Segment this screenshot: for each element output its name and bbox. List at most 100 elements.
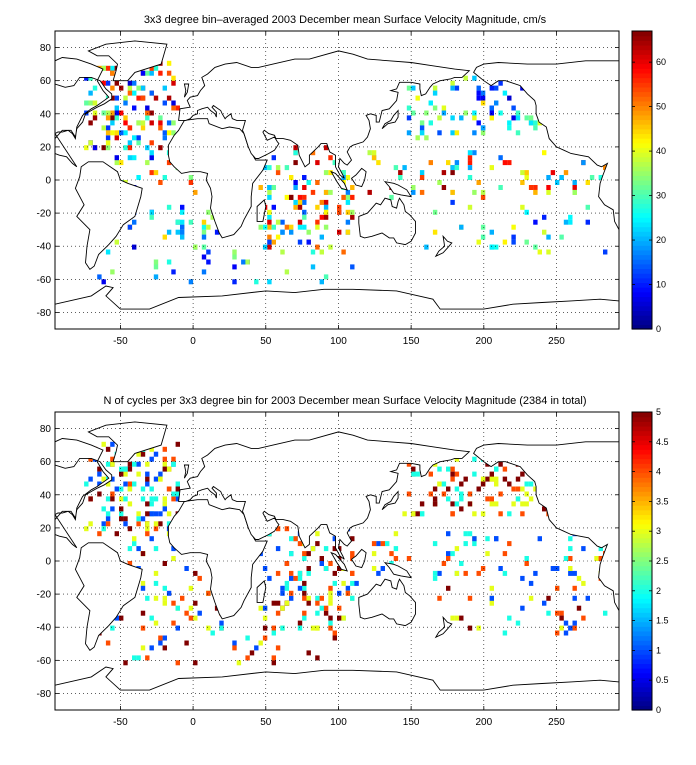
data-cell — [459, 115, 464, 121]
data-cell — [197, 575, 202, 581]
data-cell — [319, 595, 324, 601]
data-cell — [140, 625, 146, 631]
data-cell — [441, 110, 447, 116]
data-cell — [149, 496, 154, 502]
data-cell — [315, 160, 320, 166]
data-cell — [594, 556, 599, 561]
data-cell — [415, 95, 420, 101]
data-cell — [188, 219, 194, 225]
data-cell — [380, 566, 385, 571]
data-cell — [293, 199, 298, 205]
data-cell — [284, 194, 290, 200]
data-cell — [110, 115, 115, 121]
data-cell — [315, 625, 320, 631]
data-cell — [511, 239, 516, 245]
data-cell — [489, 501, 494, 507]
data-cell — [293, 145, 298, 151]
data-cell — [132, 155, 137, 161]
data-cell — [563, 620, 569, 626]
colorbar-swatch — [632, 542, 652, 548]
data-cell — [511, 105, 516, 111]
data-cell — [315, 541, 320, 547]
data-cell — [507, 541, 512, 547]
data-cell — [489, 115, 494, 121]
data-cell — [97, 471, 102, 477]
data-cell — [310, 150, 316, 156]
data-cell — [127, 561, 133, 566]
data-cell — [297, 219, 303, 225]
data-cell — [310, 249, 316, 255]
data-cell — [406, 556, 412, 561]
data-cell — [262, 605, 268, 611]
data-cell — [92, 115, 98, 121]
colorbar-swatch — [632, 180, 652, 186]
data-cell — [153, 95, 159, 101]
data-cell — [280, 249, 285, 255]
data-cell — [310, 189, 316, 195]
data-cell — [337, 209, 342, 215]
data-cell — [581, 580, 586, 586]
coastline — [434, 615, 453, 639]
data-cell — [136, 135, 141, 141]
data-cell — [489, 595, 494, 601]
data-cell — [149, 65, 154, 71]
y-tick-label: -60 — [37, 656, 52, 667]
data-cell — [149, 486, 154, 492]
data-cell — [297, 575, 303, 581]
data-cell — [402, 165, 407, 171]
data-cell — [319, 556, 324, 561]
colorbar-swatch — [632, 523, 652, 530]
data-cell — [515, 620, 521, 626]
data-cell — [162, 446, 167, 452]
data-cell — [258, 605, 263, 611]
data-cell — [463, 531, 468, 537]
data-cell — [201, 219, 207, 225]
colorbar-swatch — [632, 189, 652, 195]
y-axis: 80 60 40 20 0 -20 -40 -60 -80 — [37, 424, 619, 700]
data-cell — [132, 219, 137, 225]
colorbar-swatch — [632, 175, 652, 181]
data-cell — [585, 595, 590, 601]
data-cell — [114, 115, 119, 121]
data-cell — [123, 466, 128, 472]
data-cell — [197, 610, 202, 616]
data-cell — [88, 75, 93, 81]
x-axis: -50 0 50 100 150 200 250 — [113, 412, 565, 728]
colorbar-swatch — [632, 602, 652, 609]
colorbar-swatch — [632, 477, 652, 483]
data-cell — [158, 145, 163, 151]
data-cell — [328, 585, 333, 591]
colorbar-swatch — [632, 612, 652, 618]
data-cell — [101, 110, 106, 116]
data-cell — [476, 95, 481, 101]
data-cell — [166, 466, 172, 472]
data-cell — [136, 516, 141, 522]
data-cell — [371, 155, 377, 161]
data-cell — [184, 640, 189, 646]
data-cell — [105, 115, 111, 121]
data-cell — [193, 615, 198, 621]
colorbar-tick-label: 60 — [656, 57, 666, 67]
data-cell — [432, 496, 438, 502]
colorbar-swatch — [632, 630, 652, 637]
data-cell — [568, 536, 573, 542]
data-cell — [166, 486, 172, 492]
data-cell — [432, 501, 438, 507]
data-cell — [110, 441, 115, 447]
data-cell — [480, 481, 486, 487]
data-cell — [524, 209, 529, 215]
data-cell — [450, 466, 455, 472]
data-cell — [406, 130, 412, 136]
colorbar-swatch — [632, 463, 652, 469]
data-cell — [450, 199, 455, 205]
coastline — [473, 441, 619, 611]
data-cell — [162, 501, 167, 507]
data-cell — [507, 95, 512, 101]
data-cell — [345, 194, 351, 200]
data-cell — [328, 625, 333, 631]
data-cell — [140, 585, 146, 591]
data-cell — [441, 105, 447, 111]
data-cell — [498, 185, 503, 190]
colorbar-swatch — [632, 519, 652, 525]
data-cell — [328, 595, 333, 601]
